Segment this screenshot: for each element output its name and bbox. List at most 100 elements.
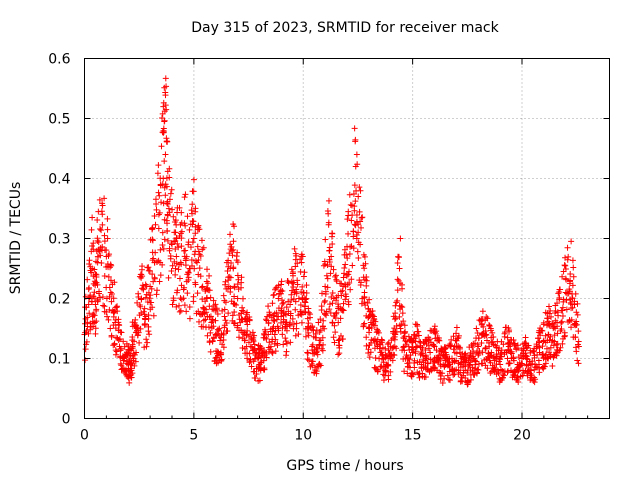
data-point	[150, 255, 157, 262]
data-point	[104, 226, 111, 233]
data-point	[96, 196, 103, 203]
data-point	[323, 272, 330, 279]
data-point	[542, 332, 549, 339]
data-point	[562, 262, 569, 269]
data-point	[330, 266, 337, 273]
data-point	[406, 347, 413, 354]
data-point	[165, 205, 172, 212]
data-point	[365, 314, 372, 321]
data-point	[220, 292, 227, 299]
data-point	[153, 291, 160, 298]
data-point	[554, 319, 560, 326]
data-point	[406, 359, 413, 366]
data-point	[410, 346, 417, 353]
data-point	[204, 332, 211, 339]
data-point	[404, 370, 411, 377]
data-point	[357, 281, 364, 288]
data-point	[478, 339, 485, 346]
data-point	[199, 283, 206, 290]
data-point	[425, 345, 432, 352]
data-point	[554, 330, 561, 337]
data-point	[330, 295, 337, 302]
data-point	[147, 236, 154, 243]
data-point	[569, 282, 576, 289]
data-point	[336, 344, 343, 351]
data-point	[567, 270, 574, 277]
data-point	[350, 191, 357, 198]
data-point	[372, 355, 379, 362]
data-point	[570, 264, 577, 271]
data-point	[459, 378, 466, 385]
data-point	[240, 308, 247, 315]
data-point	[500, 341, 507, 348]
data-point	[324, 275, 331, 282]
data-point	[501, 330, 508, 337]
data-point	[183, 253, 190, 260]
data-point	[287, 339, 294, 346]
data-point	[192, 279, 199, 286]
data-point	[86, 284, 93, 291]
data-point	[475, 334, 482, 341]
data-point	[292, 306, 299, 313]
data-point	[480, 330, 487, 337]
data-point	[380, 377, 387, 384]
data-point	[309, 350, 316, 357]
data-point	[166, 165, 173, 172]
data-point	[342, 291, 349, 298]
data-point	[145, 328, 152, 335]
data-point	[152, 221, 159, 228]
data-point	[573, 348, 580, 355]
data-point	[374, 366, 381, 373]
data-point	[545, 321, 552, 328]
data-point	[147, 292, 154, 299]
data-point	[401, 322, 408, 329]
data-point	[345, 208, 352, 215]
data-point	[559, 340, 566, 347]
data-point	[92, 301, 99, 308]
data-point	[444, 372, 451, 379]
data-point	[337, 315, 344, 322]
data-point	[155, 162, 162, 169]
data-point	[554, 300, 561, 307]
data-point	[335, 319, 342, 326]
data-point	[325, 197, 332, 204]
data-point	[361, 253, 368, 260]
data-point	[550, 325, 557, 332]
data-point	[379, 344, 386, 351]
data-point	[168, 268, 175, 275]
data-point	[128, 374, 135, 381]
data-point	[169, 301, 176, 308]
data-point	[283, 311, 290, 318]
data-point	[91, 289, 98, 296]
data-point	[132, 316, 139, 323]
data-point	[178, 243, 185, 250]
data-point	[307, 311, 314, 318]
data-point	[313, 334, 320, 341]
data-point	[217, 351, 224, 358]
x-axis-title: GPS time / hours	[286, 458, 403, 474]
data-point	[539, 352, 546, 359]
data-point	[353, 211, 360, 218]
data-point	[298, 253, 305, 260]
data-point	[137, 303, 144, 310]
data-point	[159, 229, 166, 236]
data-point	[184, 213, 191, 220]
data-point	[317, 362, 324, 369]
data-point	[508, 348, 515, 355]
data-point	[501, 368, 508, 375]
data-point	[422, 355, 429, 362]
data-point	[347, 201, 354, 208]
data-point	[157, 182, 164, 189]
data-point	[94, 217, 101, 224]
data-point	[353, 235, 360, 242]
data-point	[248, 344, 255, 351]
data-point	[397, 306, 404, 313]
data-point	[251, 332, 258, 339]
data-point	[84, 276, 91, 283]
data-point	[340, 300, 347, 307]
data-point	[498, 367, 505, 374]
data-point	[569, 294, 576, 301]
data-point	[292, 332, 299, 339]
data-point	[265, 320, 272, 327]
data-point	[146, 331, 153, 338]
